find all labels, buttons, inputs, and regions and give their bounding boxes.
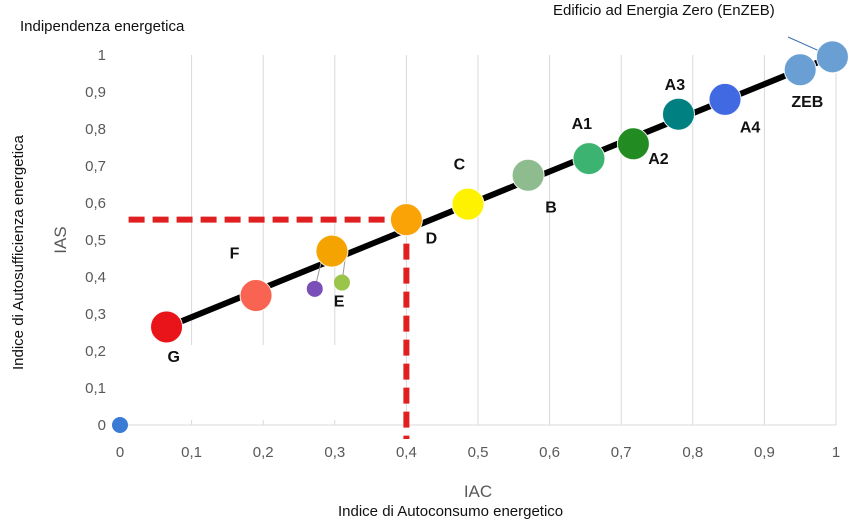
x-axis-caption: Indice di Autoconsumo energetico	[338, 503, 564, 520]
data-point-zeb	[783, 53, 817, 87]
data-point	[333, 274, 350, 291]
data-point-b	[511, 158, 545, 192]
data-point	[306, 280, 323, 297]
data-point-a3	[661, 97, 695, 131]
y-tick-label: 0,4	[85, 269, 106, 286]
x-tick-label: 0,3	[324, 444, 345, 461]
point-label: B	[545, 199, 557, 216]
point-label: D	[426, 231, 438, 248]
y-tick-label: 0,8	[85, 121, 106, 138]
x-tick-label: 0,5	[468, 444, 489, 461]
x-axis-title: IAC	[464, 482, 492, 501]
y-tick-label: 0,7	[85, 158, 106, 175]
x-tick-label: 0,9	[754, 444, 775, 461]
data-point-g	[150, 310, 184, 344]
x-tick-label: 0,6	[539, 444, 560, 461]
top-left-caption: Indipendenza energetica	[20, 18, 185, 35]
data-point-a1	[572, 142, 606, 176]
y-axis-title: IAS	[51, 226, 70, 253]
top-right-caption: Edificio ad Energia Zero (EnZEB)	[553, 2, 775, 19]
data-point	[112, 417, 128, 433]
y-tick-label: 0,9	[85, 84, 106, 101]
y-tick-label: 0,3	[85, 306, 106, 323]
point-label: A1	[572, 116, 593, 133]
point-label: F	[230, 246, 240, 263]
x-tick-label: 0,4	[396, 444, 417, 461]
legend-patch	[128, 345, 380, 420]
point-label: E	[334, 294, 345, 311]
x-tick-label: 0	[116, 444, 124, 461]
y-tick-label: 0,1	[85, 380, 106, 397]
point-label: A2	[648, 151, 669, 168]
x-tick-label: 1	[832, 444, 840, 461]
data-point-a4	[708, 82, 742, 116]
point-label: ZEB	[791, 94, 823, 111]
y-tick-label: 0,2	[85, 343, 106, 360]
data-point-e	[315, 234, 349, 268]
data-point	[815, 40, 849, 74]
data-point-c	[451, 187, 485, 221]
x-tick-label: 0,1	[181, 444, 202, 461]
y-tick-label: 0	[98, 417, 106, 434]
data-point-a2	[616, 127, 650, 161]
x-tick-label: 0,7	[611, 444, 632, 461]
y-tick-label: 0,5	[85, 232, 106, 249]
x-tick-label: 0,8	[682, 444, 703, 461]
data-point-d	[389, 203, 423, 237]
point-label: G	[167, 349, 179, 366]
point-label: C	[454, 157, 466, 174]
y-tick-label: 1	[98, 47, 106, 64]
x-tick-label: 0,2	[253, 444, 274, 461]
point-label: A3	[665, 77, 686, 94]
point-label: A4	[740, 120, 761, 137]
y-tick-label: 0,6	[85, 195, 106, 212]
data-point-f	[239, 279, 273, 312]
